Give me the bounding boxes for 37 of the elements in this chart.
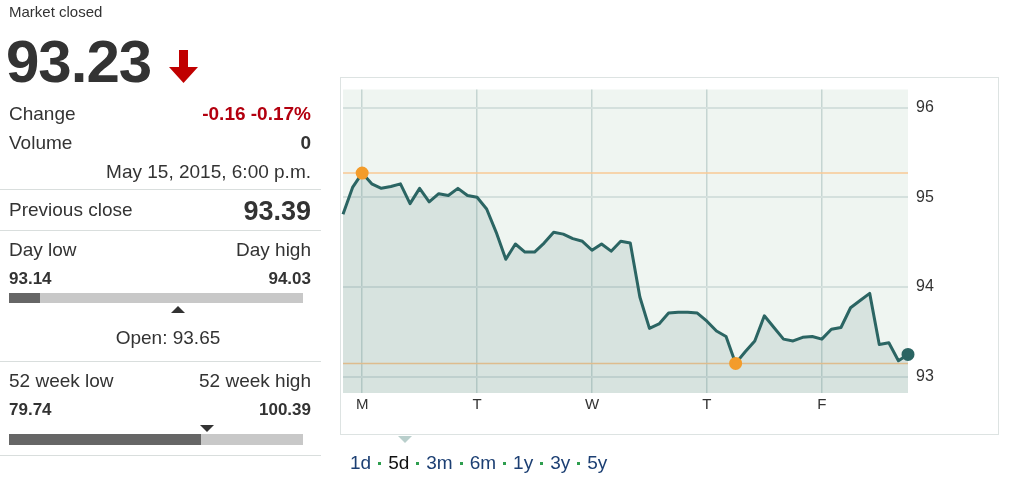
text: 52 week high [199, 370, 311, 391]
y-tick-label: 96 [916, 97, 934, 115]
x-tick-label: T [472, 395, 482, 413]
text: 52 week low [9, 370, 114, 391]
point [355, 166, 369, 180]
text: Volume [9, 132, 73, 153]
text: May 15, 2015, 6:00 p.m. [106, 161, 311, 182]
text: 3y [550, 452, 571, 474]
text: 93.23 [6, 28, 152, 95]
text: 94.03 [268, 269, 311, 288]
text: 5d [388, 452, 410, 474]
text: Market closed [9, 3, 103, 20]
text: 79.74 [9, 400, 52, 419]
x-tick-label: W [584, 395, 600, 413]
text: 3m [426, 452, 453, 474]
x-tick-label: T [702, 395, 712, 413]
text: Change [9, 103, 76, 124]
text: 5y [587, 452, 608, 474]
text: 100.39 [259, 400, 311, 419]
y-tick-label: 93 [916, 367, 934, 385]
x-tick-label: F [817, 395, 827, 413]
point [901, 347, 915, 361]
text: -0.16 -0.17% [202, 103, 311, 124]
text: 93.39 [243, 196, 311, 226]
text: 6m [469, 452, 497, 474]
text: 93.14 [9, 269, 52, 288]
text: 1y [513, 452, 534, 474]
y-tick-label: 94 [916, 277, 934, 295]
y-tick-label: 95 [916, 187, 934, 205]
text: 1d [350, 452, 372, 474]
text: Open: 93.65 [115, 327, 221, 348]
text: 0 [300, 132, 311, 153]
text: Day low [9, 239, 77, 260]
x-tick-label: M [355, 395, 369, 413]
point [729, 356, 743, 370]
text: Previous close [9, 199, 133, 220]
text: Day high [236, 239, 311, 260]
